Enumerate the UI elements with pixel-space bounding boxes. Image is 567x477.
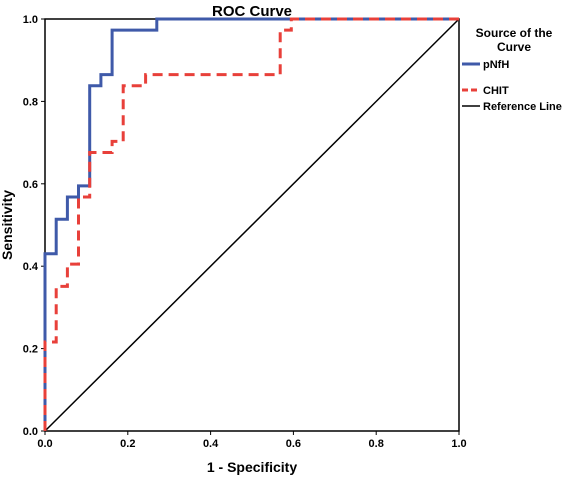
series-line-pnfh <box>43 17 459 431</box>
chart-title: ROC Curve <box>212 3 292 20</box>
y-axis-ticks: 0.0 0.2 0.4 0.6 0.8 1.0 <box>23 14 45 438</box>
x-tick-label: 0.8 <box>369 438 384 450</box>
legend-title: Source of the Curve <box>476 26 553 54</box>
x-tick-label: 0.0 <box>37 438 52 450</box>
y-tick-label: 0.4 <box>23 261 39 273</box>
y-tick-label: 0.8 <box>23 96 38 108</box>
legend-items: pNfH CHIT Reference Line <box>462 59 562 113</box>
y-tick-label: 0.6 <box>23 179 38 191</box>
series-line-reference-line <box>44 18 460 432</box>
legend-label: Reference Line <box>483 101 562 113</box>
legend: Source of the Curve pNfH CHIT Reference Lin… <box>462 26 562 113</box>
x-tick-label: 1.0 <box>451 438 466 450</box>
x-tick-label: 0.4 <box>203 438 219 450</box>
x-axis-title: 1 - Specificity <box>207 459 297 475</box>
legend-label: pNfH <box>483 59 509 71</box>
y-tick-label: 1.0 <box>23 14 38 26</box>
legend-label: CHIT <box>483 85 509 97</box>
legend-title-line: Curve <box>497 40 531 54</box>
series-line-chit <box>43 17 459 431</box>
series-layer <box>43 17 460 432</box>
y-axis-title: Sensitivity <box>0 190 15 260</box>
y-tick-label: 0.0 <box>23 426 38 438</box>
x-axis-ticks: 0.0 0.2 0.4 0.6 0.8 1.0 <box>37 431 467 450</box>
y-tick-label: 0.2 <box>23 344 38 356</box>
x-tick-label: 0.6 <box>286 438 301 450</box>
legend-title-line: Source of the <box>476 26 553 40</box>
x-tick-label: 0.2 <box>120 438 135 450</box>
